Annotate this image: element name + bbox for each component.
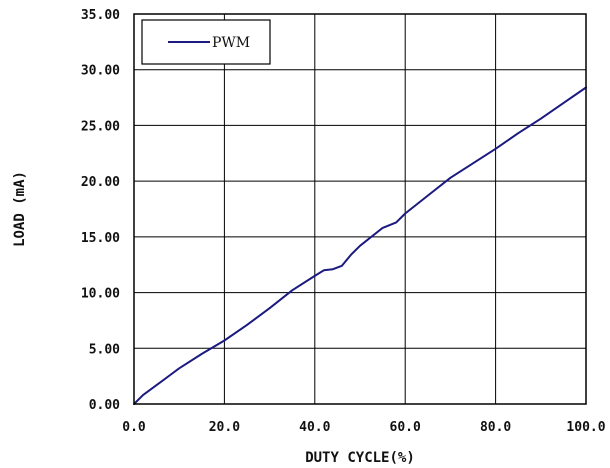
plot-frame bbox=[133, 13, 587, 405]
y-tick-label: 0.00 bbox=[89, 398, 120, 413]
x-tick-label: 0.0 bbox=[122, 420, 146, 435]
series-layer bbox=[133, 86, 587, 405]
y-tick-label: 5.00 bbox=[89, 342, 120, 357]
y-tick-label: 25.00 bbox=[81, 119, 120, 134]
x-tick-label: 60.0 bbox=[390, 420, 421, 435]
legend-label: PWM bbox=[212, 35, 250, 51]
y-tick-label: 35.00 bbox=[81, 8, 120, 23]
y-tick-label: 20.00 bbox=[81, 175, 120, 190]
y-tick-label: 10.00 bbox=[81, 287, 120, 302]
y-tick-label: 15.00 bbox=[81, 231, 120, 246]
grid bbox=[134, 14, 586, 404]
x-tick-label: 40.0 bbox=[299, 420, 330, 435]
y-axis-label: LOAD (mA) bbox=[12, 171, 28, 247]
y-tick-label: 30.00 bbox=[81, 64, 120, 79]
legend: PWM bbox=[141, 19, 271, 65]
x-tick-label: 20.0 bbox=[209, 420, 240, 435]
x-tick-labels: 0.0 20.0 40.0 60.0 80.0 100.0 bbox=[122, 420, 605, 435]
y-tick-labels: 0.00 5.00 10.00 15.00 20.00 25.00 30.00 35.00 bbox=[81, 8, 120, 413]
x-tick-label: 100.0 bbox=[566, 420, 605, 435]
series-line-pwm bbox=[133, 86, 587, 405]
x-tick-label: 80.0 bbox=[480, 420, 511, 435]
x-axis-label: DUTY CYCLE(%) bbox=[305, 450, 415, 466]
